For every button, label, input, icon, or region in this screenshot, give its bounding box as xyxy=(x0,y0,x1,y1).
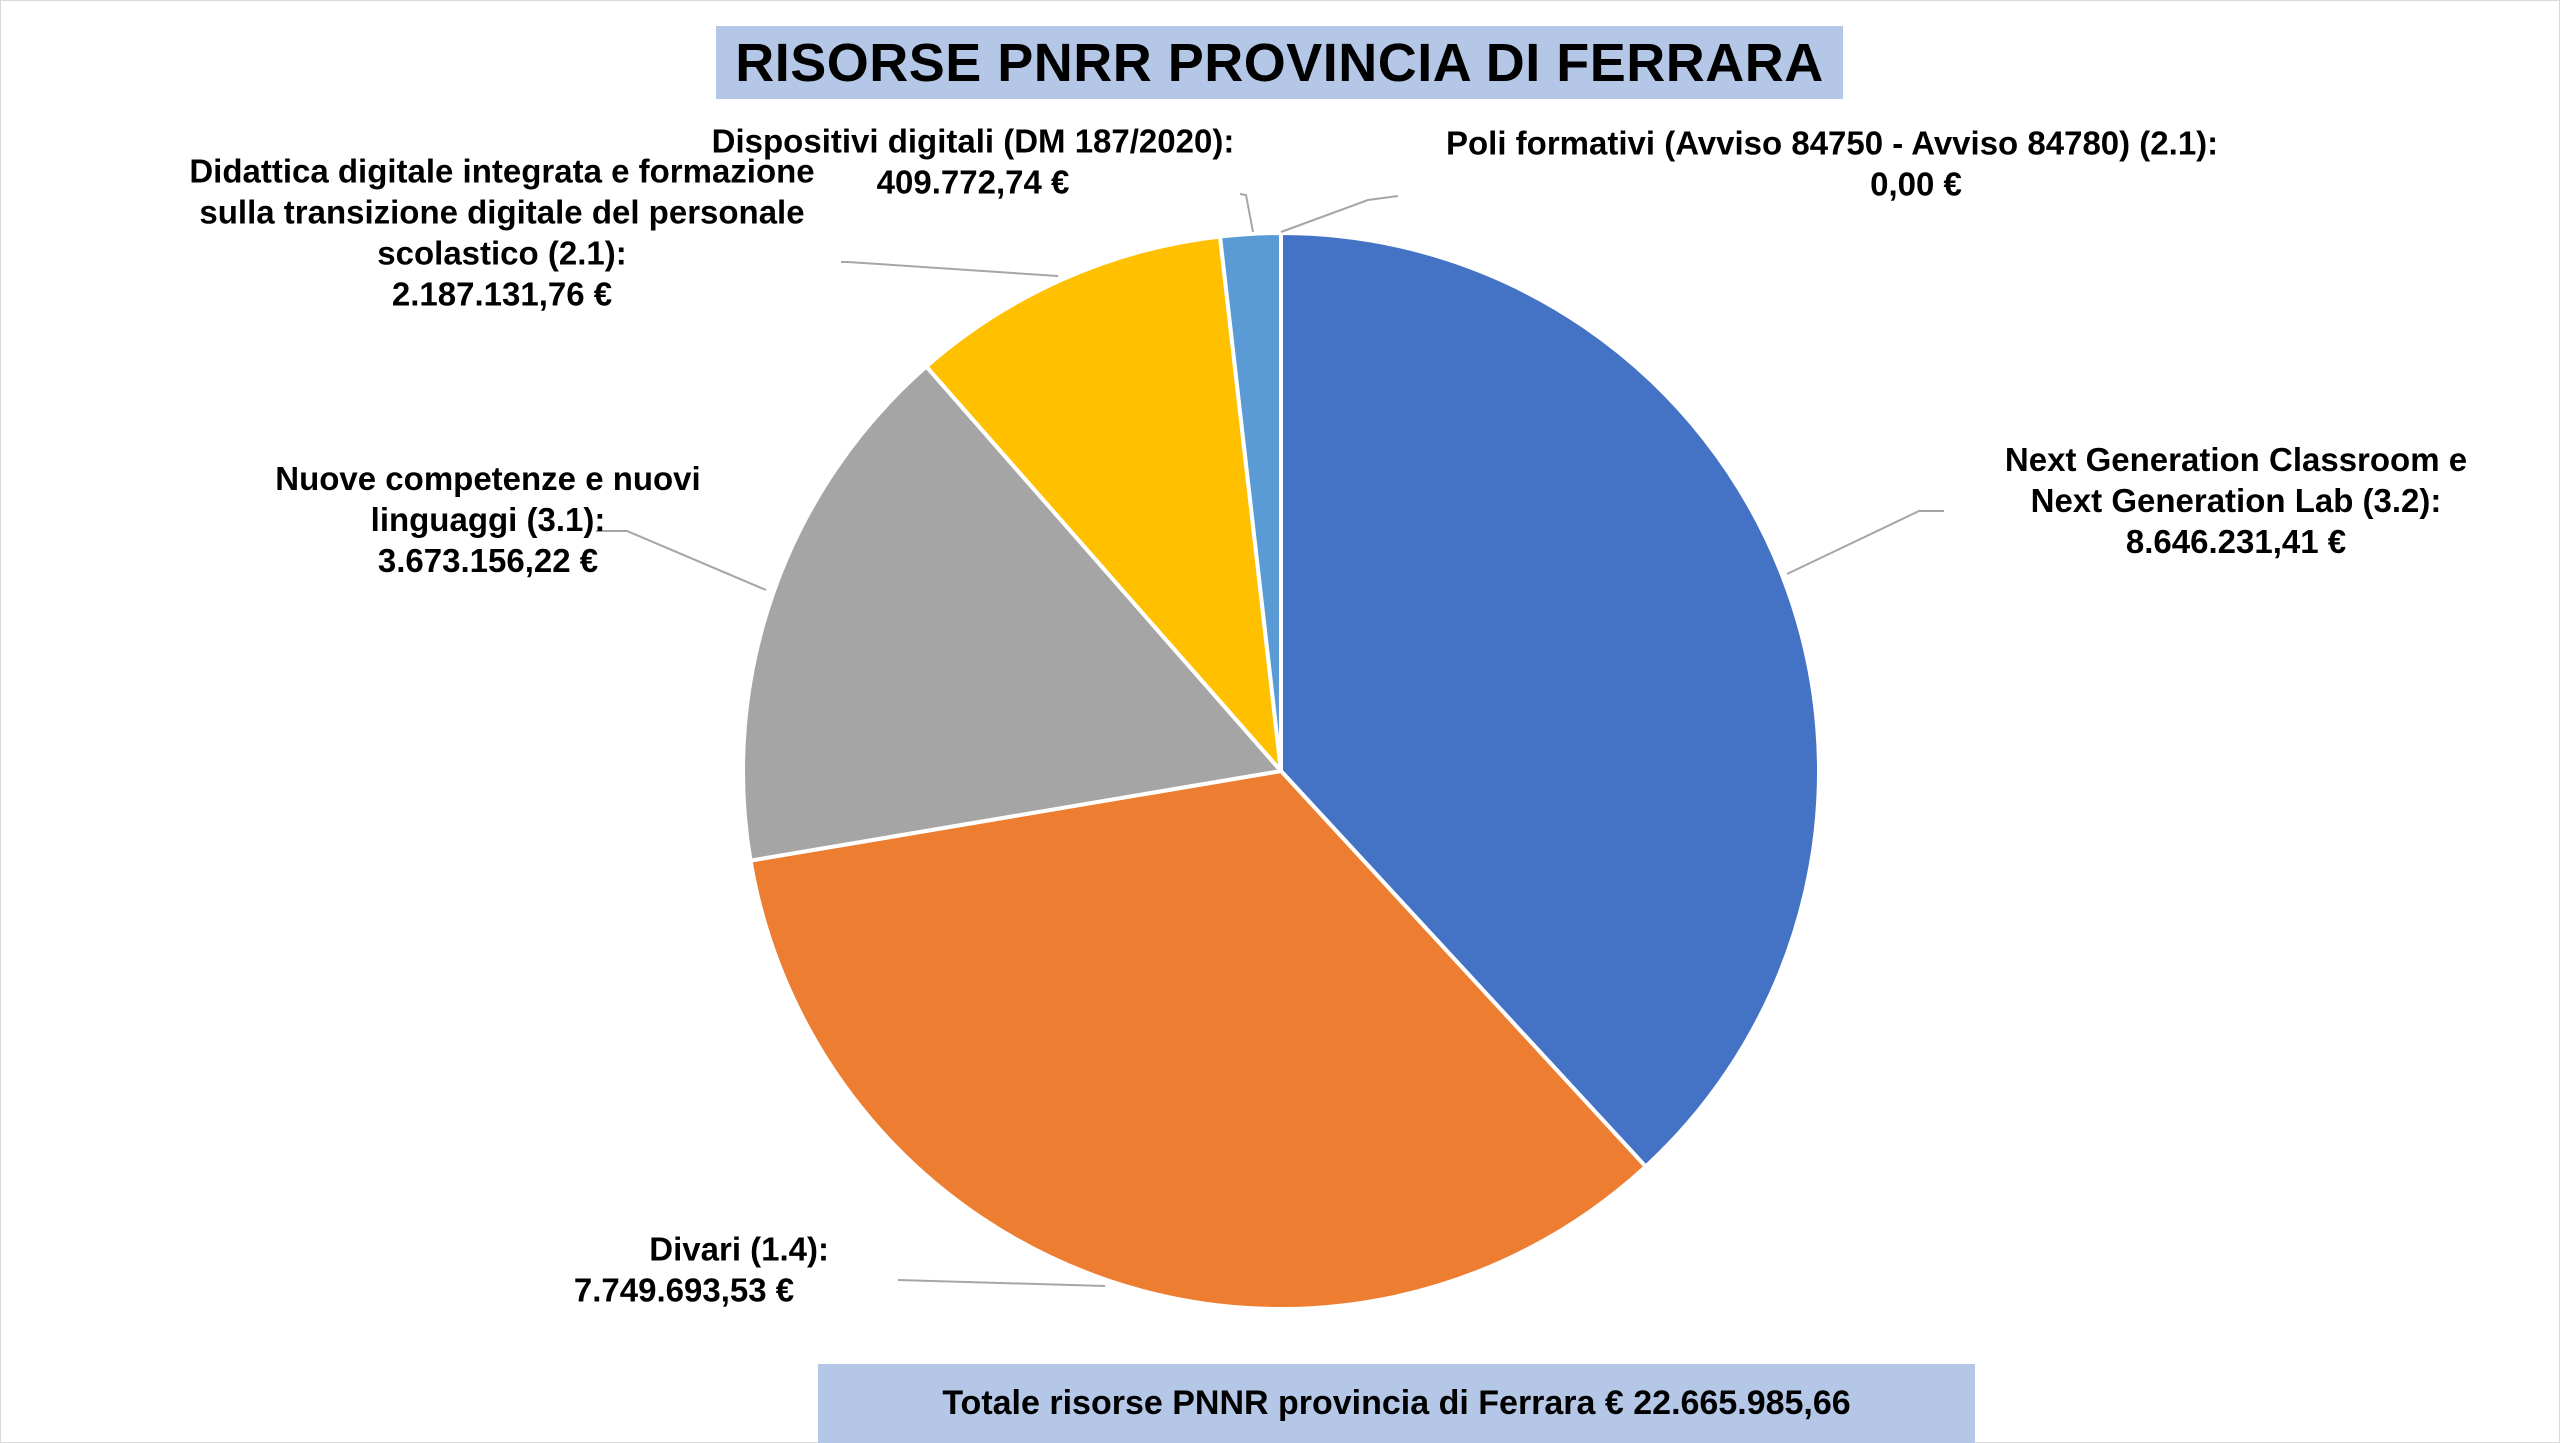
slice-name-label: scolastico (2.1): xyxy=(377,235,626,272)
leader-line-0 xyxy=(1280,195,1399,233)
slice-value-label: 0,00 € xyxy=(1870,166,1962,203)
slice-label-didattica-digitale-integrata-e-formazion: Didattica digitale integrata e formazion… xyxy=(189,153,814,313)
slice-labels: Poli formativi (Avviso 84750 - Avviso 84… xyxy=(189,123,2467,1309)
slice-label-divari-1-4: Divari (1.4): 7.749.693,53 € xyxy=(574,1231,829,1309)
slice-name-label: Next Generation Lab (3.2): xyxy=(2031,482,2442,519)
leader-line-5 xyxy=(1239,193,1254,233)
slice-name-label: Didattica digitale integrata e formazion… xyxy=(189,153,814,190)
slice-name-label: Dispositivi digitali (DM 187/2020): xyxy=(712,123,1235,160)
slice-value-label: 2.187.131,76 € xyxy=(392,276,612,313)
leader-line-2 xyxy=(897,1279,1106,1287)
slice-value-label: 3.673.156,22 € xyxy=(378,542,598,579)
slice-label-poli-formativi-avviso-84750-avviso-84780: Poli formativi (Avviso 84750 - Avviso 84… xyxy=(1446,125,2218,203)
slice-label-dispositivi-digitali-dm-187-2020: Dispositivi digitali (DM 187/2020): 409.7… xyxy=(712,123,1235,201)
leader-line-3 xyxy=(596,530,767,591)
slice-name-label: linguaggi (3.1): xyxy=(371,501,606,538)
slice-value-label: 7.749.693,53 € xyxy=(574,1272,794,1309)
total-box: Totale risorse PNNR provincia di Ferrara… xyxy=(818,1364,1975,1443)
leader-lines xyxy=(596,193,1944,1287)
chart-title: RISORSE PNRR PROVINCIA DI FERRARA xyxy=(735,32,1824,93)
slice-value-label: 409.772,74 € xyxy=(877,164,1070,201)
slice-name-label: Divari (1.4): xyxy=(649,1231,829,1268)
slice-didattica-digitale-integrata-e-formazion xyxy=(924,234,1283,773)
total-label: Totale risorse PNNR provincia di Ferrara… xyxy=(942,1384,1851,1422)
leader-line-1 xyxy=(1786,510,1944,575)
slice-name-label: Next Generation Classroom e xyxy=(2005,441,2467,478)
slice-nuove-competenze-e-nuovi-linguaggi-3-1 xyxy=(741,364,1283,863)
slice-next-generation-classroom-e-next-generat xyxy=(1279,231,1821,1169)
slice-name-label: Nuove competenze e nuovi xyxy=(275,460,700,497)
slice-name-label: Poli formativi (Avviso 84750 - Avviso 84… xyxy=(1446,125,2218,162)
chart-title-box: RISORSE PNRR PROVINCIA DI FERRARA xyxy=(716,26,1843,99)
slice-name-label: sulla transizione digitale del personale xyxy=(199,194,804,231)
slice-value-label: 8.646.231,41 € xyxy=(2126,523,2346,560)
slice-label-nuove-competenze-e-nuovi-linguaggi-3-1: Nuove competenze e nuovi linguaggi (3.1):… xyxy=(275,460,700,579)
slice-dispositivi-digitali-dm-187-2020 xyxy=(1218,231,1283,773)
slice-divari-1-4 xyxy=(748,769,1648,1311)
leader-line-4 xyxy=(841,261,1059,277)
slice-label-next-generation-classroom-e-next-generat: Next Generation Classroom e Next Generati… xyxy=(2005,441,2467,560)
pie-slices xyxy=(741,231,1821,1311)
